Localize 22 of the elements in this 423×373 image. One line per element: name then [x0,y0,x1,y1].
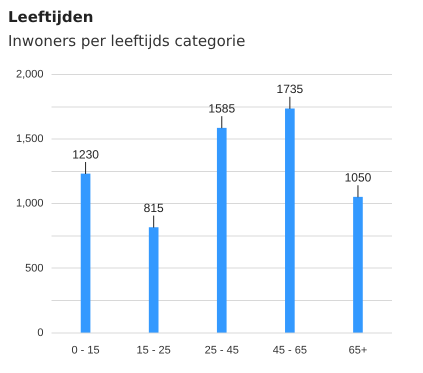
data-label: 1585 [208,101,236,116]
y-tick-label: 500 [25,262,44,274]
x-tick-label: 45 - 65 [272,344,307,356]
x-tick-label: 65+ [348,344,368,356]
chart-title: Leeftijden [8,8,94,26]
bar [353,196,363,333]
y-tick-label: 1,500 [16,133,44,146]
data-label: 1050 [344,170,372,185]
x-tick-label: 0 - 15 [72,344,100,356]
x-tick-label: 15 - 25 [136,344,171,356]
y-tick-label: 1,000 [16,198,44,210]
bar [216,128,227,333]
data-label: 815 [144,200,164,215]
y-tick-label: 0 [37,326,44,339]
bar [80,174,90,333]
chart-subtitle: Inwoners per leeftijds categorie [8,32,246,50]
bar [285,108,295,333]
y-tick-label: 2,000 [16,68,44,81]
x-tick-label: 25 - 45 [204,344,239,356]
data-label: 1735 [276,82,304,96]
data-label: 1230 [72,147,100,162]
bar [148,227,158,333]
